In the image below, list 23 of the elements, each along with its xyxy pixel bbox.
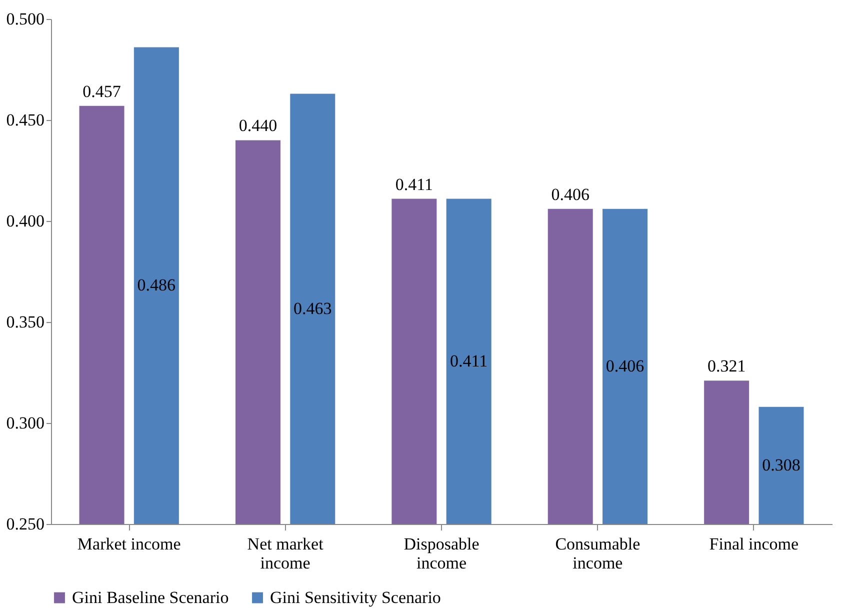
data-label: 0.406 <box>606 356 644 376</box>
y-tick-label: 0.400 <box>6 212 44 230</box>
data-label: 0.321 <box>707 356 746 376</box>
data-label: 0.463 <box>294 298 332 318</box>
data-label: 0.411 <box>395 174 433 194</box>
data-label: 0.406 <box>551 184 590 204</box>
legend-label: Gini Sensitivity Scenario <box>270 588 441 607</box>
legend-label: Gini Baseline Scenario <box>72 588 229 607</box>
x-tick-label: Final income <box>709 534 799 554</box>
y-tick-label: 0.300 <box>6 414 44 432</box>
data-label: 0.486 <box>137 276 176 295</box>
y-tick-label: 0.500 <box>6 10 44 28</box>
data-label: 0.308 <box>762 455 800 474</box>
y-tick-label: 0.250 <box>6 514 44 534</box>
x-tick-label: Net market income <box>247 534 324 572</box>
y-tick-label: 0.450 <box>6 110 44 130</box>
data-label: 0.411 <box>450 351 488 370</box>
data-label: 0.457 <box>82 82 122 101</box>
data-label: 0.440 <box>238 116 278 136</box>
x-tick-label: Market income <box>77 534 181 554</box>
x-tick-label: Disposable income <box>404 534 480 572</box>
x-tick-label: Consumable income <box>555 534 640 572</box>
y-tick-label: 0.350 <box>6 312 44 332</box>
